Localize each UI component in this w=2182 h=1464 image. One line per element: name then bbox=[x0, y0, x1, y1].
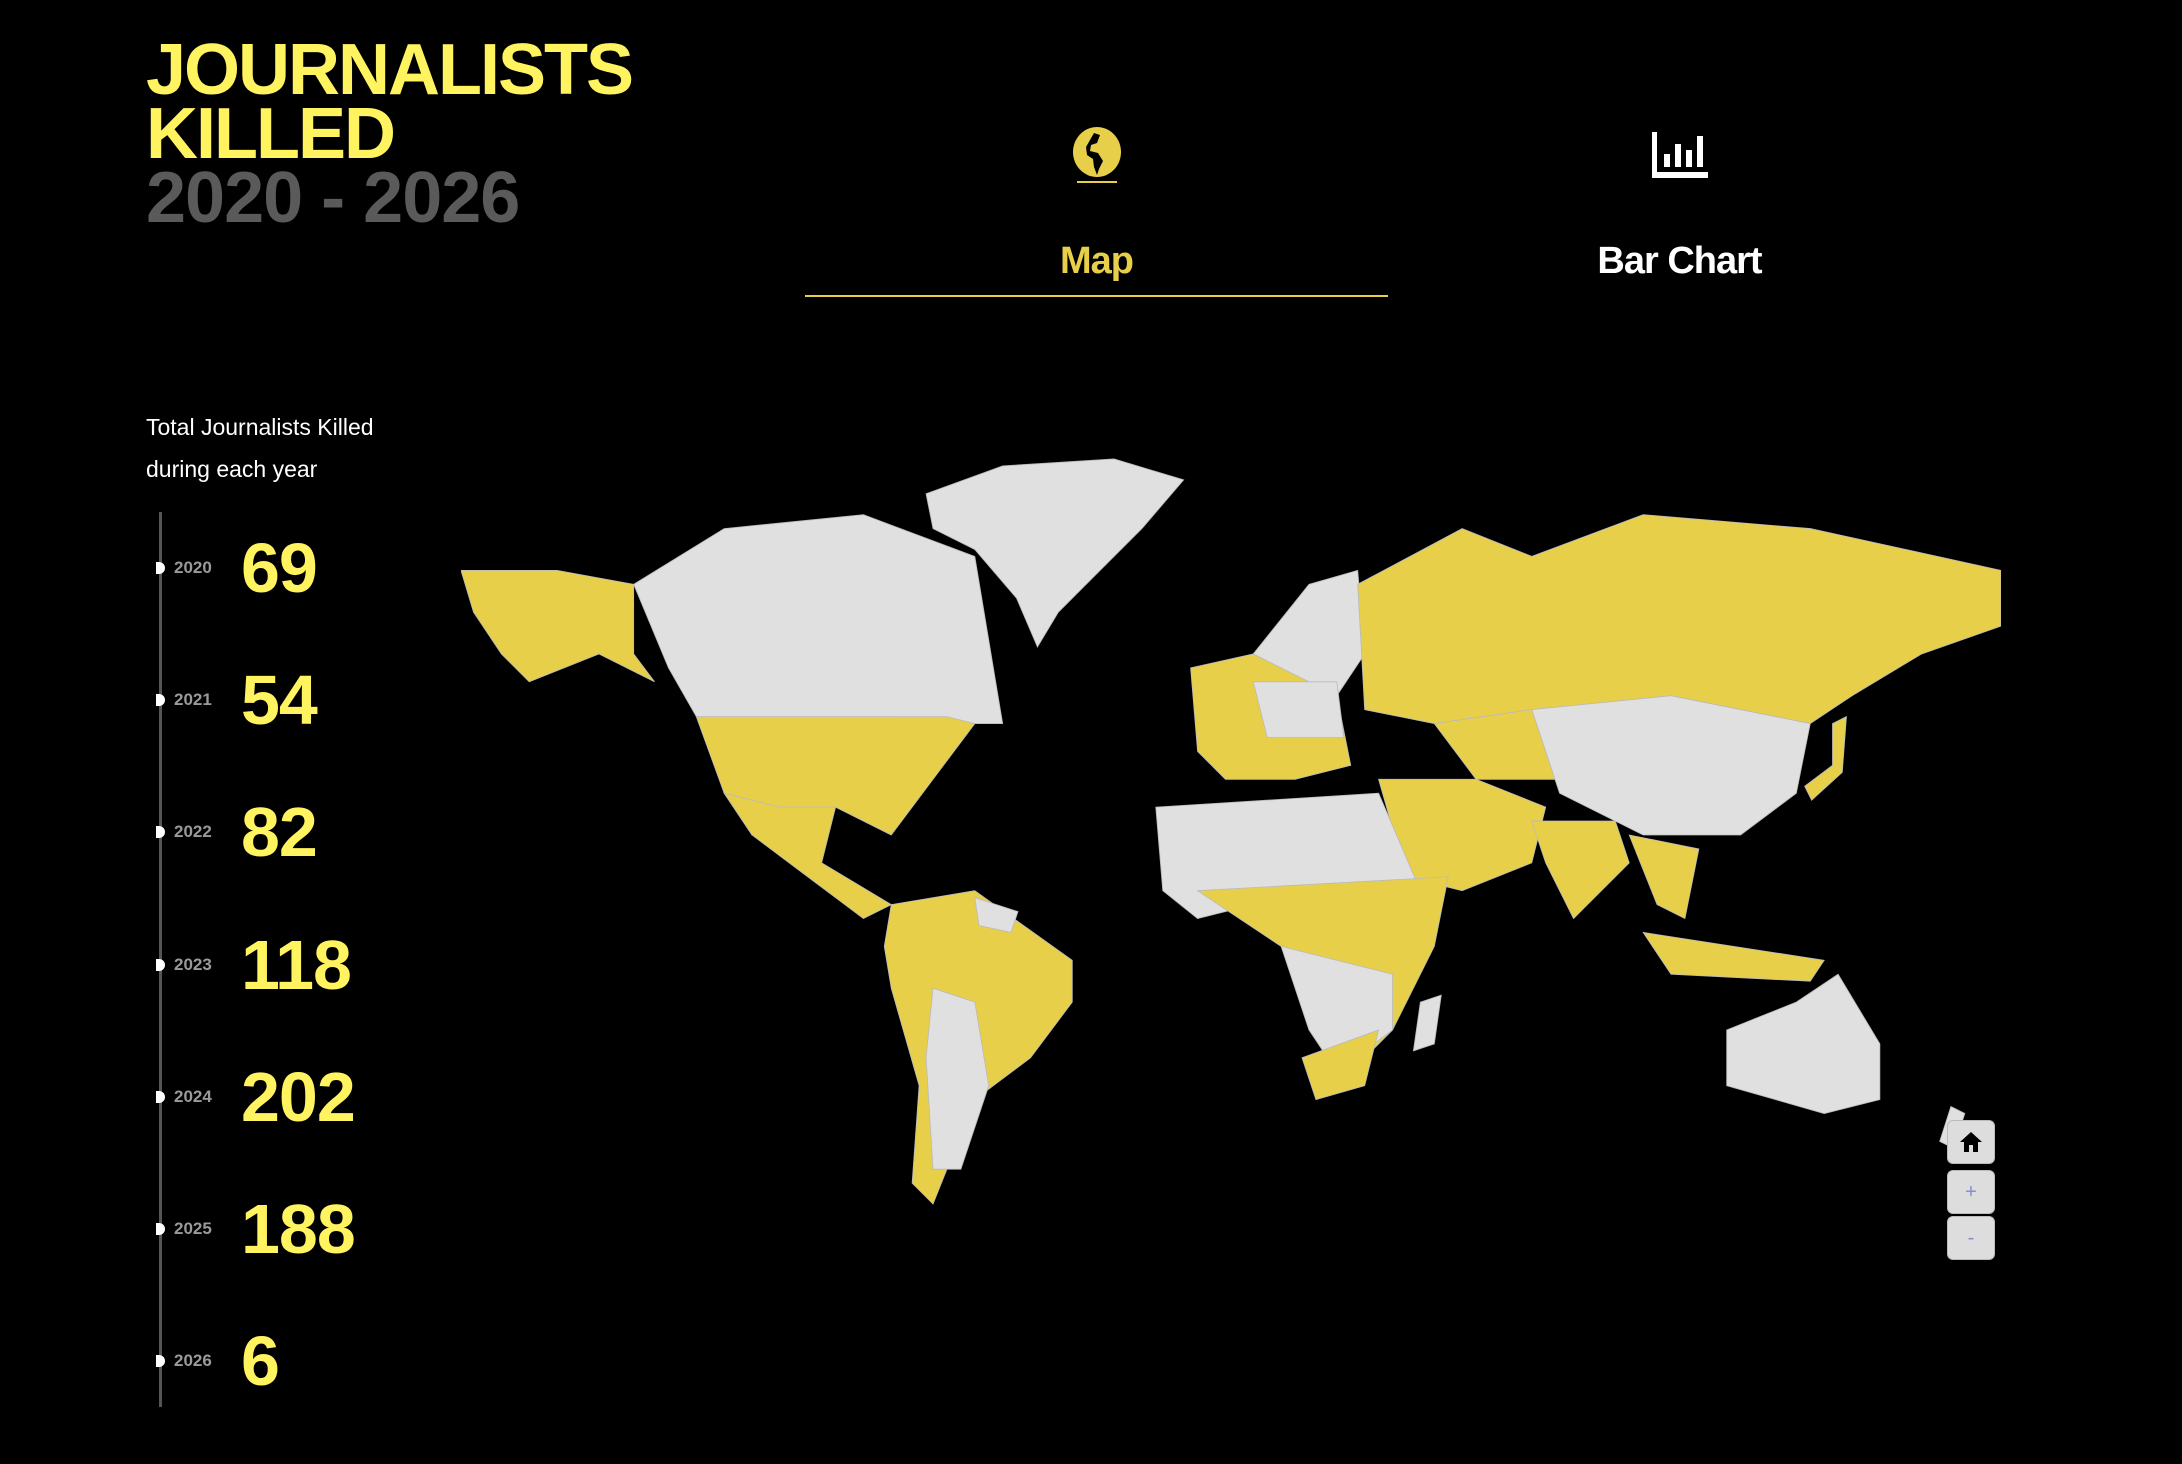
globe-icon bbox=[805, 120, 1388, 190]
year-label: 2023 bbox=[174, 954, 212, 974]
summary-caption-line2: during each year bbox=[146, 456, 318, 482]
tab-map-label: Map bbox=[1060, 240, 1134, 282]
killed-count: 188 bbox=[241, 1190, 356, 1268]
country-argentina[interactable] bbox=[925, 987, 990, 1170]
year-range: 2020 - 2026 bbox=[146, 158, 520, 238]
timeline-dot bbox=[156, 694, 165, 707]
home-icon bbox=[1960, 1132, 1982, 1152]
year-label: 2026 bbox=[174, 1351, 212, 1371]
summary-caption: Total Journalists Killed during each yea… bbox=[146, 406, 374, 490]
map-home-button[interactable] bbox=[1947, 1120, 1995, 1164]
killed-count: 82 bbox=[241, 793, 318, 872]
year-label: 2022 bbox=[174, 822, 212, 842]
tab-map[interactable]: Map bbox=[805, 120, 1388, 297]
year-label: 2021 bbox=[174, 690, 212, 710]
country-canada[interactable] bbox=[633, 514, 1004, 724]
timeline-dot bbox=[156, 958, 165, 971]
year-entry[interactable]: 2024 202 bbox=[156, 1057, 356, 1137]
timeline-dot bbox=[156, 1355, 165, 1368]
summary-caption-line1: Total Journalists Killed bbox=[146, 414, 374, 440]
killed-count: 202 bbox=[241, 1057, 356, 1136]
year-label: 2025 bbox=[174, 1219, 212, 1238]
killed-count: 118 bbox=[241, 925, 352, 1004]
title-line-2: KILLED bbox=[146, 94, 396, 174]
map-zoom-in-button[interactable]: + bbox=[1947, 1170, 1995, 1214]
country-india[interactable] bbox=[1531, 820, 1630, 920]
killed-count: 6 bbox=[241, 1322, 280, 1401]
year-entry[interactable]: 2021 54 bbox=[156, 660, 318, 740]
country-greenland[interactable] bbox=[925, 458, 1185, 648]
timeline-dot bbox=[156, 826, 165, 839]
country-alaska[interactable] bbox=[461, 569, 655, 683]
country-indonesia[interactable] bbox=[1642, 931, 1825, 982]
year-entry[interactable]: 2025 188 bbox=[156, 1189, 356, 1269]
map-zoom-out-button[interactable]: - bbox=[1947, 1216, 1995, 1260]
tab-bar-chart[interactable]: Bar Chart bbox=[1388, 120, 1971, 283]
country-australia[interactable] bbox=[1726, 973, 1881, 1114]
bar-chart-icon bbox=[1388, 120, 1971, 190]
region-central-europe[interactable] bbox=[1252, 681, 1345, 738]
country-south-africa[interactable] bbox=[1301, 1029, 1380, 1101]
year-label: 2024 bbox=[174, 1086, 212, 1106]
killed-count: 69 bbox=[241, 529, 318, 607]
year-entry[interactable]: 2026 6 bbox=[156, 1321, 280, 1401]
title-line-1: JOURNALISTS bbox=[146, 30, 634, 110]
country-venezuela[interactable] bbox=[974, 897, 1019, 933]
country-russia[interactable] bbox=[1357, 514, 2001, 725]
timeline-dot bbox=[156, 562, 165, 574]
timeline-dot bbox=[156, 1090, 165, 1103]
country-usa[interactable] bbox=[695, 716, 976, 836]
world-map[interactable] bbox=[461, 452, 2001, 1211]
year-entry[interactable]: 2023 118 bbox=[156, 925, 352, 1005]
tab-bar-chart-label: Bar Chart bbox=[1597, 240, 1762, 282]
year-entry[interactable]: 2020 69 bbox=[156, 528, 318, 608]
page-title: JOURNALISTS KILLED 2020 - 2026 bbox=[146, 30, 634, 238]
region-southeast-asia[interactable] bbox=[1628, 834, 1700, 920]
killed-count: 54 bbox=[241, 661, 318, 740]
year-label: 2020 bbox=[174, 558, 212, 577]
timeline-dot bbox=[156, 1223, 165, 1235]
country-china[interactable] bbox=[1531, 695, 1811, 836]
country-madagascar[interactable] bbox=[1412, 994, 1442, 1052]
country-japan[interactable] bbox=[1804, 715, 1847, 801]
year-entry[interactable]: 2022 82 bbox=[156, 792, 318, 872]
